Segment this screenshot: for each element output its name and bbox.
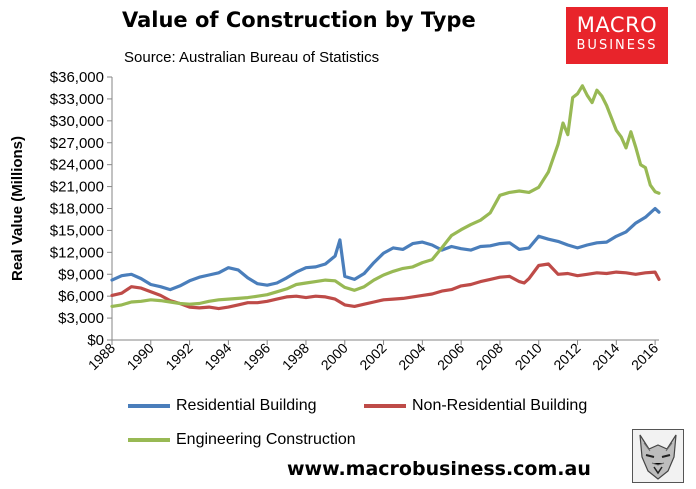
x-tick-label: 2004 xyxy=(395,340,428,373)
x-tick-label: 2010 xyxy=(512,340,545,373)
y-tick-label: $9,000 xyxy=(58,266,104,283)
legend-swatch-non-residential xyxy=(364,404,406,408)
series-line-non-residential xyxy=(110,262,661,311)
legend-swatch-engineering xyxy=(128,438,170,442)
y-tick-label: $24,000 xyxy=(50,157,104,174)
x-tick-label: 1994 xyxy=(201,340,234,373)
y-tick-label: $6,000 xyxy=(58,288,104,305)
series-line-engineering xyxy=(110,84,661,308)
website-url: www.macrobusiness.com.au xyxy=(287,458,591,480)
y-tick-label: $30,000 xyxy=(50,113,104,130)
legend-label-residential: Residential Building xyxy=(176,397,317,414)
legend-label-non-residential: Non-Residential Building xyxy=(412,397,588,414)
x-tick-label: 1996 xyxy=(240,340,273,373)
x-tick-label: 1990 xyxy=(124,340,157,373)
y-tick-label: $15,000 xyxy=(50,222,104,239)
legend-item-residential: Residential Building xyxy=(128,396,317,416)
y-axis-title: Real Value (Millions) xyxy=(9,136,26,281)
legend-item-non-residential: Non-Residential Building xyxy=(364,396,587,416)
page-title: Value of Construction by Type xyxy=(122,8,476,32)
x-tick-label: 2002 xyxy=(356,340,389,373)
x-tick-label: 2008 xyxy=(473,340,506,373)
y-tick-label: $0 xyxy=(87,332,104,349)
x-tick-label: 1998 xyxy=(279,340,312,373)
y-tick-label: $33,000 xyxy=(50,91,104,108)
wolf-mascot-icon xyxy=(632,429,684,483)
y-tick-label: $18,000 xyxy=(50,201,104,218)
legend-swatch-residential xyxy=(128,404,170,408)
macrobusiness-logo: MACRO BUSINESS xyxy=(566,7,668,64)
legend-label-engineering: Engineering Construction xyxy=(176,431,356,448)
y-tick-label: $12,000 xyxy=(50,244,104,261)
source-caption: Source: Australian Bureau of Statistics xyxy=(124,49,380,66)
series-line-residential xyxy=(110,206,661,292)
y-tick-label: $36,000 xyxy=(50,69,104,86)
y-tick-label: $21,000 xyxy=(50,179,104,196)
x-tick-label: 2006 xyxy=(434,340,467,373)
x-tick-label: 1992 xyxy=(162,340,195,373)
x-tick-label: 2000 xyxy=(318,340,351,373)
y-tick-label: $3,000 xyxy=(58,310,104,327)
x-tick-label: 2012 xyxy=(550,340,583,373)
logo-line-1: MACRO xyxy=(576,13,658,37)
legend-item-engineering: Engineering Construction xyxy=(128,430,356,450)
logo-line-2: BUSINESS xyxy=(576,38,658,53)
x-tick-label: 2014 xyxy=(589,340,622,373)
x-tick-label: 2016 xyxy=(628,340,661,373)
y-tick-label: $27,000 xyxy=(50,135,104,152)
